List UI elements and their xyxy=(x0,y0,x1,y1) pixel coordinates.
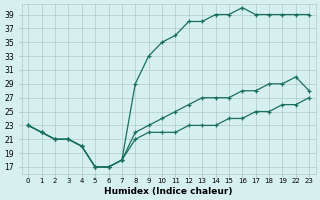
X-axis label: Humidex (Indice chaleur): Humidex (Indice chaleur) xyxy=(104,187,233,196)
